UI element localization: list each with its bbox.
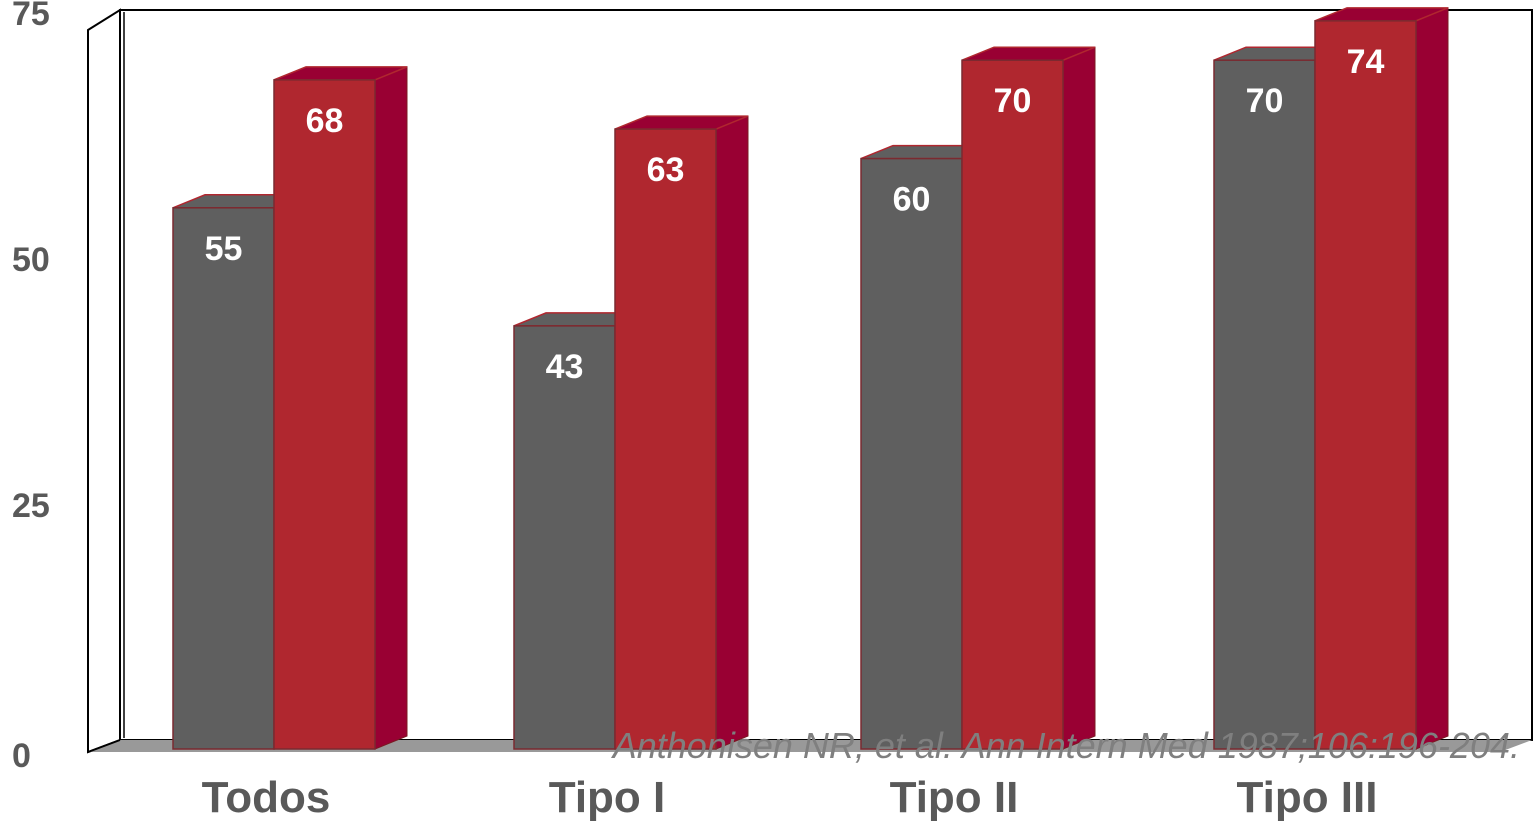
bar: 70 — [1213, 46, 1348, 750]
citation-text: Anthonisen NR, et al. Ann Intern Med 198… — [611, 725, 1520, 766]
x-axis-categories: Todos Tipo I Tipo II Tipo III — [202, 773, 1378, 822]
x-category-label: Todos — [202, 773, 331, 822]
data-label: 43 — [546, 348, 584, 386]
bar: 60 — [860, 144, 995, 750]
bar: 68 — [273, 66, 408, 750]
bar-front — [614, 128, 717, 750]
data-label: 70 — [994, 82, 1032, 120]
bar-front — [513, 325, 616, 750]
bar: 63 — [614, 115, 749, 750]
bar: 43 — [513, 312, 648, 750]
x-category-label: Tipo II — [890, 773, 1019, 822]
bar-side — [715, 115, 749, 750]
bar-front — [1213, 59, 1316, 750]
data-label: 55 — [205, 230, 243, 268]
data-label: 70 — [1246, 82, 1284, 120]
data-label: 68 — [306, 102, 344, 140]
x-category-label: Tipo I — [549, 773, 666, 822]
data-label: 74 — [1347, 43, 1385, 81]
bar-side — [1415, 7, 1449, 750]
side-wall — [87, 8, 121, 754]
y-tick-label: 50 — [12, 241, 50, 279]
y-axis-ticks: 0 25 50 75 — [12, 0, 50, 775]
bar-front — [1314, 20, 1417, 750]
data-label: 63 — [647, 151, 685, 189]
y-tick-label: 25 — [12, 487, 50, 525]
bar: 74 — [1314, 7, 1449, 750]
bar-front — [172, 207, 275, 750]
x-category-label: Tipo III — [1237, 773, 1378, 822]
chart-floor — [88, 740, 1532, 752]
bar-front — [273, 79, 376, 750]
bar-side — [374, 66, 408, 750]
y-tick-label: 75 — [12, 0, 50, 33]
bar-front — [961, 59, 1064, 750]
bar: 70 — [961, 46, 1096, 750]
data-label: 60 — [893, 181, 931, 219]
y-tick-label: 0 — [12, 737, 31, 775]
floor-edge — [87, 739, 121, 753]
bars: 55 68 43 63 60 70 70 74 — [172, 7, 1449, 750]
bar: 55 — [172, 194, 307, 750]
bar-side — [1062, 46, 1096, 750]
bar-front — [860, 157, 963, 750]
